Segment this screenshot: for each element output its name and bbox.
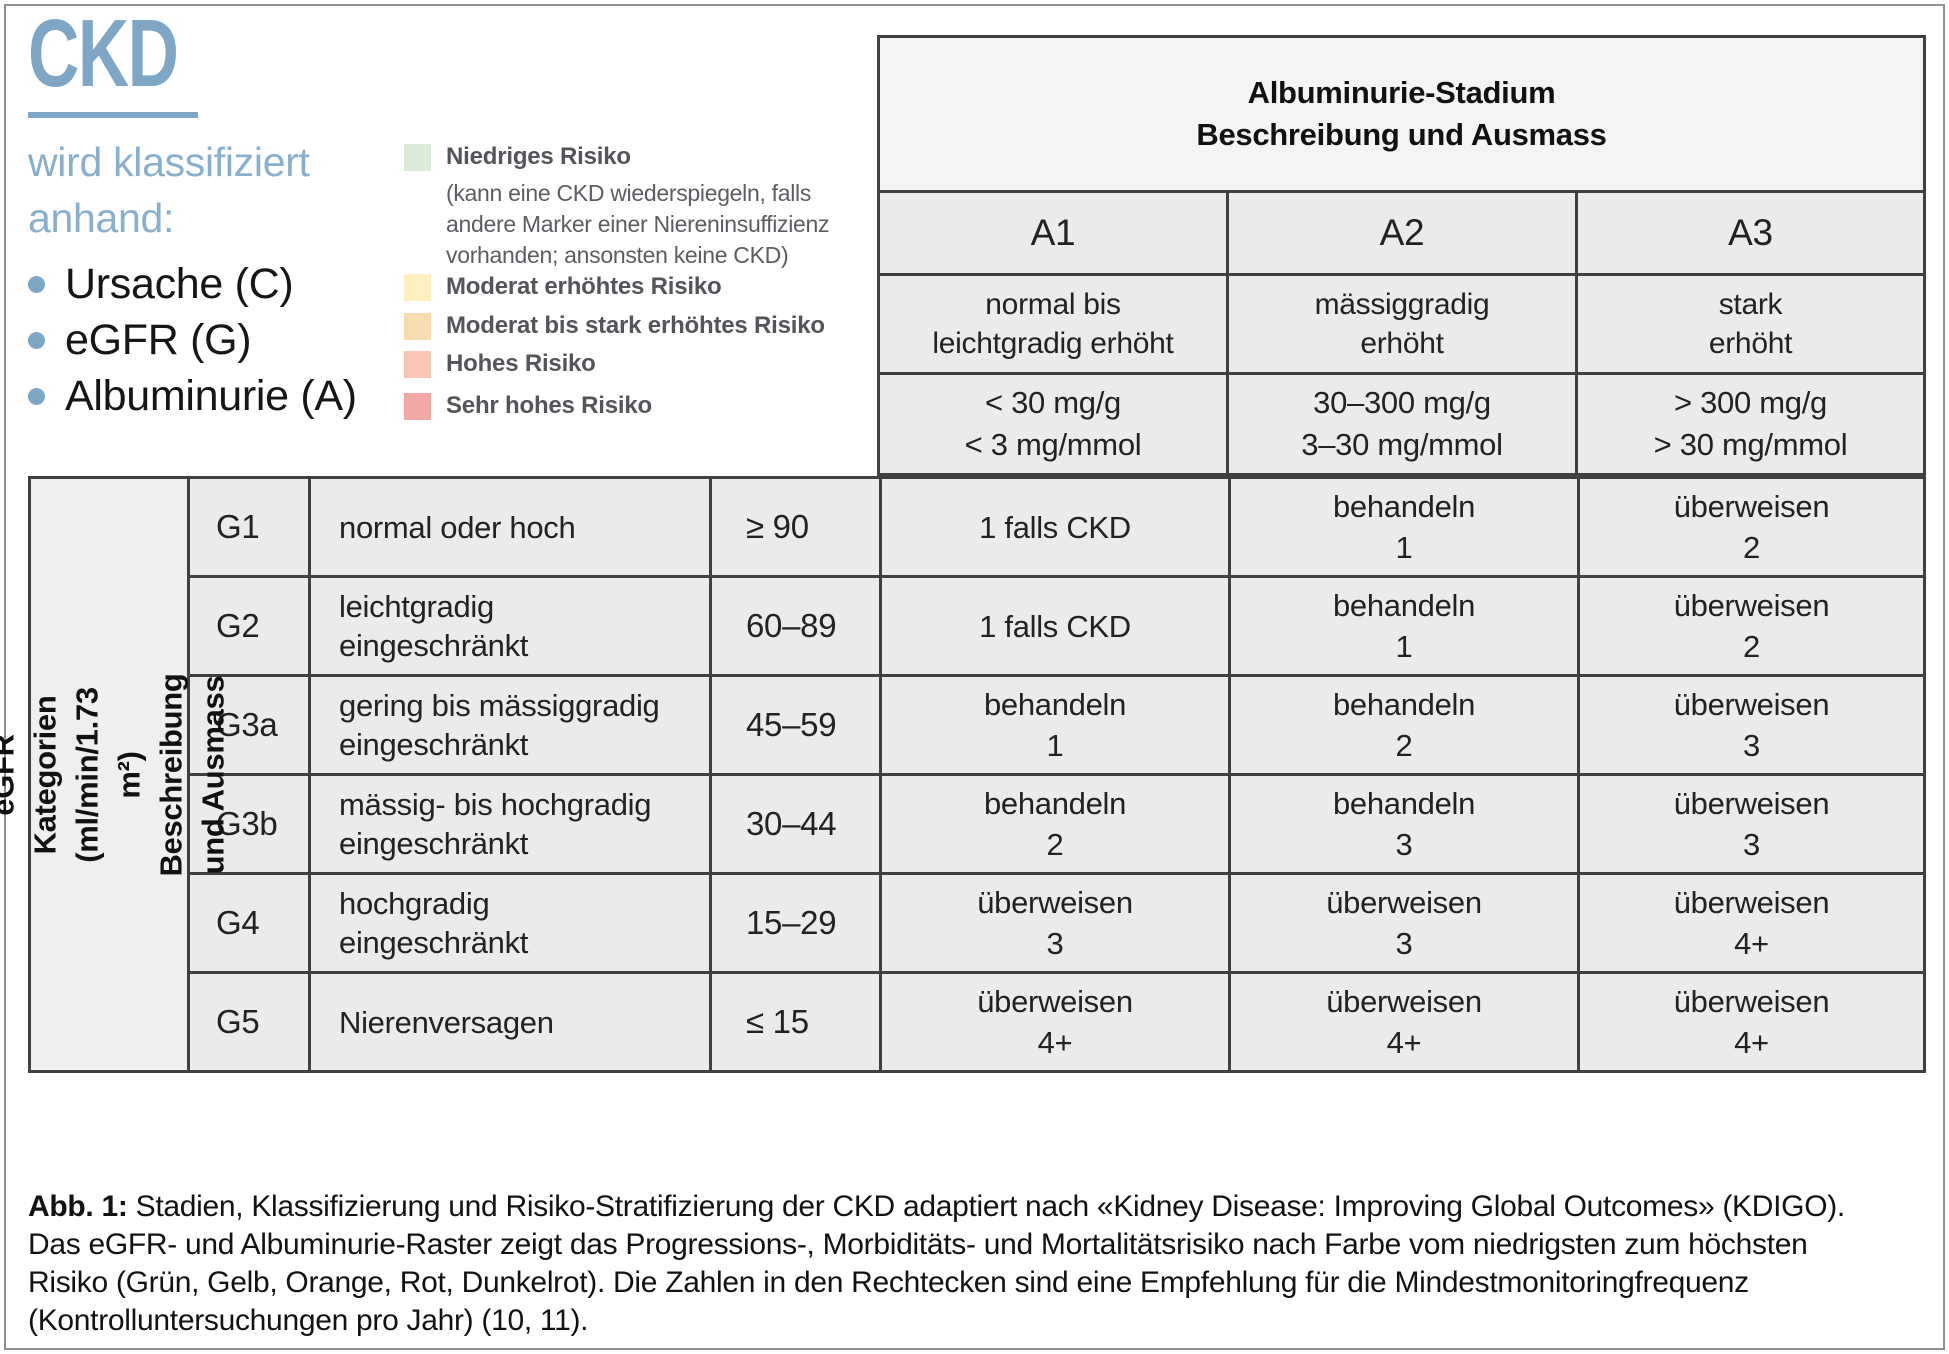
high-risk-swatch [404, 350, 431, 378]
risk-cell-g5-a3: überweisen 4+ [1580, 974, 1923, 1070]
risk-cell-g2-a2: behandeln 1 [1231, 578, 1577, 674]
risk-cell-g3b-a1: behandeln 2 [882, 776, 1228, 872]
very-high-risk-swatch [404, 392, 431, 420]
stage-description-a3: stark erhöht [1578, 276, 1923, 372]
title-underline [28, 112, 198, 118]
risk-cell-g3b-a3: überweisen 3 [1580, 776, 1923, 872]
gfr-range: 15–29 [712, 875, 879, 971]
bullet-albuminurie: Albuminurie (A) [28, 371, 357, 420]
legend-item-high: Hohes Risiko [404, 350, 596, 378]
gfr-code-g2: G2 [190, 578, 308, 674]
legend-item-moderate-high: Moderat bis stark erhöhtes Risiko [404, 312, 825, 340]
risk-cell-g3a-a2: behandeln 2 [1231, 677, 1577, 773]
stage-description-a2: mässiggradig erhöht [1229, 276, 1575, 372]
legend-label: Moderat erhöhtes Risiko [446, 273, 722, 300]
stage-code-a3: A3 [1578, 193, 1923, 273]
gfr-code-g5: G5 [190, 974, 308, 1070]
moderate-risk-swatch [404, 273, 431, 301]
risk-cell-g1-a3: überweisen 2 [1580, 479, 1923, 575]
risk-cell-g5-a1: überweisen 4+ [882, 974, 1228, 1070]
stage-description-a1: normal bis leichtgradig erhöht [880, 276, 1226, 372]
risk-cell-g3a-a3: überweisen 3 [1580, 677, 1923, 773]
legend-item-very-high: Sehr hohes Risiko [404, 392, 652, 420]
risk-cell-g3b-a2: behandeln 3 [1231, 776, 1577, 872]
risk-cell-g2-a1: 1 falls CKD [882, 578, 1228, 674]
gfr-description: hochgradig eingeschränkt [311, 875, 709, 971]
moderate-high-risk-swatch [404, 312, 431, 340]
bullet-label: eGFR (G) [65, 315, 252, 364]
gfr-description: normal oder hoch [311, 479, 709, 575]
figure-caption: Abb. 1: Stadien, Klassifizierung und Ris… [28, 1188, 1928, 1340]
caption-text: Stadien, Klassifizierung und Risiko-Stra… [28, 1190, 1845, 1337]
gfr-range: ≥ 90 [712, 479, 879, 575]
legend-note: (kann eine CKD wiederspiegeln, falls and… [446, 180, 830, 268]
albuminuria-header-table: Albuminurie-Stadium Beschreibung und Aus… [877, 35, 1926, 476]
risk-cell-g2-a3: überweisen 2 [1580, 578, 1923, 674]
risk-matrix-table: eGFR Kategorien (ml/min/1.73 m²) Beschre… [0, 476, 1926, 1073]
legend-item-moderate: Moderat erhöhtes Risiko [404, 273, 722, 301]
legend-item-low: Niedriges Risiko [404, 143, 631, 171]
legend-label: Niedriges Risiko [446, 143, 631, 170]
gfr-range: 60–89 [712, 578, 879, 674]
gfr-code-g3a: G3a [190, 677, 308, 773]
legend-label: Moderat bis stark erhöhtes Risiko [446, 312, 825, 339]
egfr-axis-label: eGFR Kategorien (ml/min/1.73 m²) Beschre… [0, 672, 232, 877]
gfr-code-g4: G4 [190, 875, 308, 971]
risk-cell-g3a-a1: behandeln 1 [882, 677, 1228, 773]
gfr-range: 45–59 [712, 677, 879, 773]
gfr-description: gering bis mässiggradig eingeschränkt [311, 677, 709, 773]
stage-code-a2: A2 [1229, 193, 1575, 273]
bullet-dot-icon [28, 387, 45, 405]
figure-title: CKD [28, 0, 179, 107]
risk-cell-g5-a2: überweisen 4+ [1231, 974, 1577, 1070]
albuminuria-header-title: Albuminurie-Stadium Beschreibung und Aus… [880, 38, 1923, 190]
gfr-code-g3b: G3b [190, 776, 308, 872]
stage-code-a1: A1 [880, 193, 1226, 273]
caption-label: Abb. 1: [28, 1190, 128, 1223]
figure-subtitle: wird klassifiziert anhand: [28, 139, 310, 241]
egfr-axis-label-cell: eGFR Kategorien (ml/min/1.73 m²) Beschre… [0, 479, 231, 1070]
legend-label: Hohes Risiko [446, 350, 596, 377]
low-risk-swatch [404, 143, 431, 171]
risk-cell-g1-a2: behandeln 1 [1231, 479, 1577, 575]
gfr-description: Nierenversagen [311, 974, 709, 1070]
bullet-dot-icon [28, 275, 45, 293]
bullet-egfr: eGFR (G) [28, 315, 252, 364]
bullet-label: Ursache (C) [65, 259, 294, 308]
stage-range-a2: 30–300 mg/g 3–30 mg/mmol [1229, 375, 1575, 473]
bullet-ursache: Ursache (C) [28, 259, 294, 308]
risk-cell-g4-a2: überweisen 3 [1231, 875, 1577, 971]
gfr-description: leichtgradig eingeschränkt [311, 578, 709, 674]
gfr-code-g1: G1 [190, 479, 308, 575]
risk-cell-g4-a1: überweisen 3 [882, 875, 1228, 971]
bullet-dot-icon [28, 331, 45, 349]
legend-label: Sehr hohes Risiko [446, 392, 652, 419]
gfr-range: 30–44 [712, 776, 879, 872]
gfr-range: ≤ 15 [712, 974, 879, 1070]
risk-cell-g4-a3: überweisen 4+ [1580, 875, 1923, 971]
stage-range-a3: > 300 mg/g > 30 mg/mmol [1578, 375, 1923, 473]
risk-cell-g1-a1: 1 falls CKD [882, 479, 1228, 575]
bullet-label: Albuminurie (A) [65, 371, 357, 420]
gfr-description: mässig- bis hochgradig eingeschränkt [311, 776, 709, 872]
stage-range-a1: < 30 mg/g < 3 mg/mmol [880, 375, 1226, 473]
